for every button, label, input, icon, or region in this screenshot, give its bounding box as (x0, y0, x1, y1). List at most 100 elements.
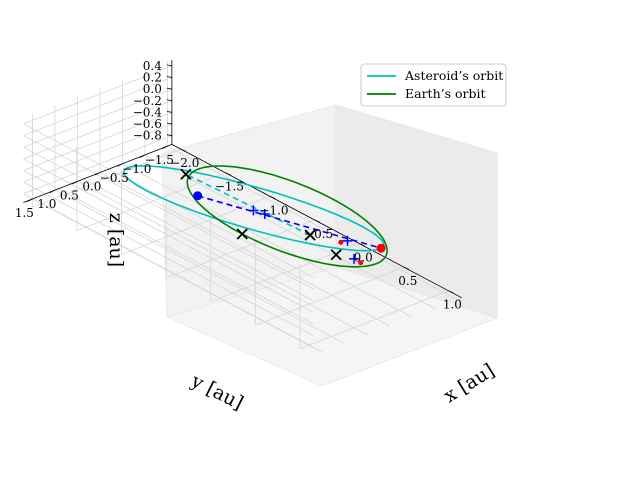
earth-position-marker (376, 243, 386, 253)
grid-line-z-left (23, 65, 173, 125)
grid-line-z-right (23, 158, 314, 313)
z-tick-label: 0.4 (143, 59, 162, 73)
y-tick-label: 1.0 (37, 197, 56, 211)
grid-line-z-right (23, 146, 314, 301)
x-tick (314, 219, 320, 223)
x-tick-label: −0.5 (304, 227, 333, 241)
grid-line-y-floor (54, 189, 345, 344)
z-tick (166, 99, 172, 102)
y-tick (139, 154, 146, 158)
grid-line-y-floor (144, 154, 435, 309)
black-cross-marker (236, 228, 248, 240)
cross-stroke (330, 249, 342, 261)
black-cross-marker (330, 249, 342, 261)
grid-line-z-left (23, 123, 173, 183)
blue-plus-marker (349, 253, 360, 264)
grid-line-z-left (23, 135, 173, 195)
legend-label-earth: Earth’s orbit (405, 86, 486, 101)
line-of-nodes (185, 173, 311, 236)
x-tick-label: 0.0 (354, 251, 373, 265)
blue-plus-marker (342, 235, 353, 246)
y-tick (94, 172, 101, 176)
black-cross-marker (304, 229, 316, 241)
red-small-marker (338, 239, 344, 245)
z-tick (166, 64, 172, 67)
grid-line-x-floor (121, 195, 271, 255)
legend-label-asteroid: Asteroid’s orbit (404, 68, 503, 83)
y-tick-label: 0.0 (82, 180, 101, 194)
z-tick (166, 122, 172, 125)
grid-line-x-floor (255, 266, 404, 326)
y-tick-label: 0.5 (60, 188, 79, 202)
z-tick-label: −0.2 (133, 94, 162, 108)
y-tick (117, 163, 123, 167)
blue-plus-marker (259, 209, 270, 220)
grid-lines (23, 61, 458, 353)
legend-box (360, 63, 507, 107)
cross-stroke (304, 229, 316, 241)
grid-line-z-right (23, 135, 314, 290)
y-tick (49, 189, 56, 194)
y-tick-label: −1.0 (122, 162, 151, 176)
y-tick-label: 1.5 (15, 206, 34, 220)
pane-floor (165, 266, 499, 387)
asteroid-orbit-line (122, 165, 385, 252)
grid-line-y-floor (122, 163, 413, 318)
z-tick (166, 76, 172, 78)
y-tick (162, 145, 168, 150)
x-tick-label: −2.0 (170, 156, 199, 170)
y-tick-label: −0.5 (100, 171, 129, 185)
pane-faces (161, 104, 499, 387)
z-tick-label: −0.4 (133, 105, 163, 119)
red-small-marker (358, 260, 364, 266)
grid-line-z-right (23, 181, 314, 336)
z-tick (166, 87, 172, 90)
y-tick-label: −1.5 (145, 153, 174, 167)
x-tick-label: −1.0 (259, 203, 288, 217)
grid-line-z-left (23, 100, 173, 160)
z-axis-label: z [au] (105, 213, 127, 267)
y-tick (72, 181, 78, 185)
x-tick-label: −1.5 (215, 180, 244, 194)
grid-line-z-right (23, 170, 314, 325)
z-tick (166, 111, 172, 113)
grid-line-y-floor (99, 172, 390, 327)
cross-stroke (180, 168, 192, 180)
x-tick-label: 1.0 (443, 298, 462, 312)
axis-lines (23, 60, 462, 299)
z-tick-label: 0.0 (143, 82, 162, 96)
grid-line-x-floor (32, 148, 181, 208)
z-tick-label: −0.6 (133, 117, 162, 131)
grid-line-z-right (23, 193, 314, 348)
x-tick (269, 195, 276, 199)
blue-plus-marker (248, 205, 259, 216)
grid-line-x-floor (299, 290, 449, 350)
cross-stroke (236, 228, 248, 240)
y-tick (27, 198, 33, 202)
z-tick (166, 134, 172, 137)
x-tick (359, 243, 365, 247)
grid-line-x-floor (76, 172, 226, 232)
x-tick (403, 266, 409, 270)
z-tick-label: −0.8 (133, 129, 162, 143)
data-layer (122, 165, 388, 268)
z-tick-labels: 0.40.20.0−0.2−0.4−0.6−0.8 (133, 59, 163, 143)
black-cross-marker (180, 168, 192, 180)
grid-line-x-floor (165, 219, 315, 279)
earth-orbit-line (186, 165, 388, 268)
grid-line-y-floor (77, 181, 368, 336)
x-tick (180, 148, 186, 152)
y-tick-labels: 1.51.0 0.50.0−0.5−1.0−1.5 (15, 153, 174, 220)
grid-line-z-left (23, 88, 173, 148)
connector-line (197, 195, 382, 249)
grid-line-z-left (23, 112, 173, 171)
asteroid-position-marker (193, 191, 203, 201)
z-tick-label: 0.2 (143, 70, 162, 84)
x-tick (225, 172, 231, 176)
y-axis-label: y [au] (187, 369, 247, 414)
legend: Asteroid’s orbit Earth’s orbit (360, 63, 507, 107)
grid-line-z-left (23, 77, 173, 136)
x-tick-label: 0.5 (398, 274, 417, 288)
x-tick-labels: −2.0 −1.5 −1.0 −0.5 0.0 0.5 1.0 (170, 156, 462, 312)
